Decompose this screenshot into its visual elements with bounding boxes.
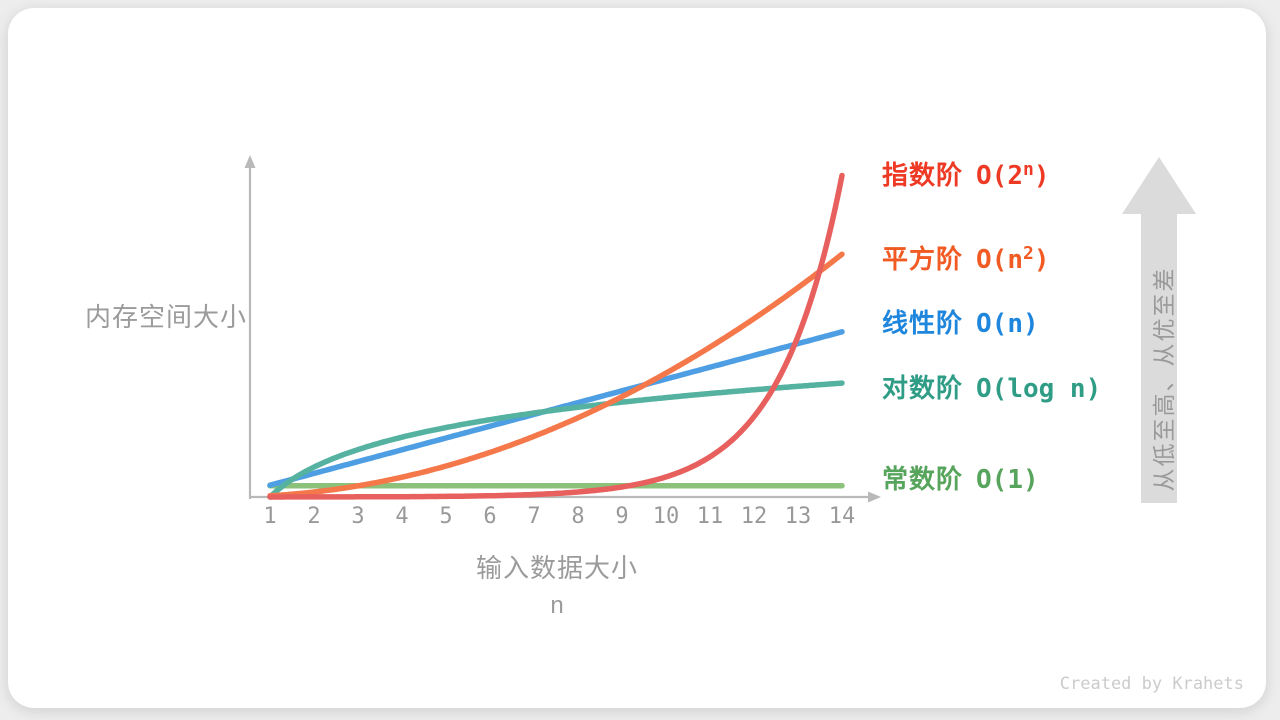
legend-formula: O(2n) bbox=[976, 159, 1050, 192]
x-tick-11: 11 bbox=[696, 504, 724, 529]
x-tick-7: 7 bbox=[527, 504, 541, 529]
x-tick-6: 6 bbox=[483, 504, 497, 529]
legend-formula: O(1) bbox=[976, 465, 1039, 495]
legend-item-constant: 常数阶 O(1) bbox=[882, 463, 1039, 495]
legend-item-quadratic: 平方阶 O(n2) bbox=[882, 243, 1049, 275]
curve-logarithmic bbox=[267, 380, 845, 500]
legend-formula: O(n2) bbox=[976, 243, 1050, 276]
chart-card bbox=[8, 8, 1266, 708]
legend-formula: O(n) bbox=[976, 309, 1039, 339]
curve-exponential bbox=[267, 172, 845, 500]
x-tick-9: 9 bbox=[615, 504, 629, 529]
legend-label-cjk: 对数阶 bbox=[882, 373, 964, 403]
x-tick-10: 10 bbox=[652, 504, 680, 529]
curve-quadratic bbox=[267, 251, 845, 499]
credit-text: Created by Krahets bbox=[1059, 674, 1244, 694]
x-tick-14: 14 bbox=[828, 504, 856, 529]
x-tick-8: 8 bbox=[571, 504, 585, 529]
legend-item-linear: 线性阶 O(n) bbox=[882, 307, 1039, 339]
y-axis-label: 内存空间大小 bbox=[84, 302, 247, 332]
x-tick-4: 4 bbox=[395, 504, 409, 529]
x-axis-unit: n bbox=[550, 592, 564, 619]
legend-label-cjk: 指数阶 bbox=[882, 160, 964, 190]
x-tick-1: 1 bbox=[263, 504, 277, 529]
x-tick-5: 5 bbox=[439, 504, 453, 529]
x-axis-label-group: 输入数据大小 n bbox=[407, 548, 707, 620]
legend-label-cjk: 线性阶 bbox=[882, 308, 964, 338]
x-axis-label: 输入数据大小 bbox=[475, 553, 638, 583]
legend-item-logarithmic: 对数阶 O(log n) bbox=[882, 372, 1101, 404]
legend-item-exponential: 指数阶 O(2n) bbox=[882, 159, 1049, 191]
ranking-arrow-label: 从低至高、从优至差 bbox=[1151, 266, 1177, 492]
legend-formula: O(log n) bbox=[976, 374, 1102, 404]
legend-label-cjk: 平方阶 bbox=[882, 244, 964, 274]
x-tick-2: 2 bbox=[307, 504, 321, 529]
y-axis bbox=[244, 155, 256, 499]
x-tick-12: 12 bbox=[740, 504, 768, 529]
ranking-arrow-shape bbox=[1122, 157, 1196, 503]
x-tick-13: 13 bbox=[784, 504, 812, 529]
legend-label-cjk: 常数阶 bbox=[882, 464, 964, 494]
x-tick-3: 3 bbox=[351, 504, 365, 529]
